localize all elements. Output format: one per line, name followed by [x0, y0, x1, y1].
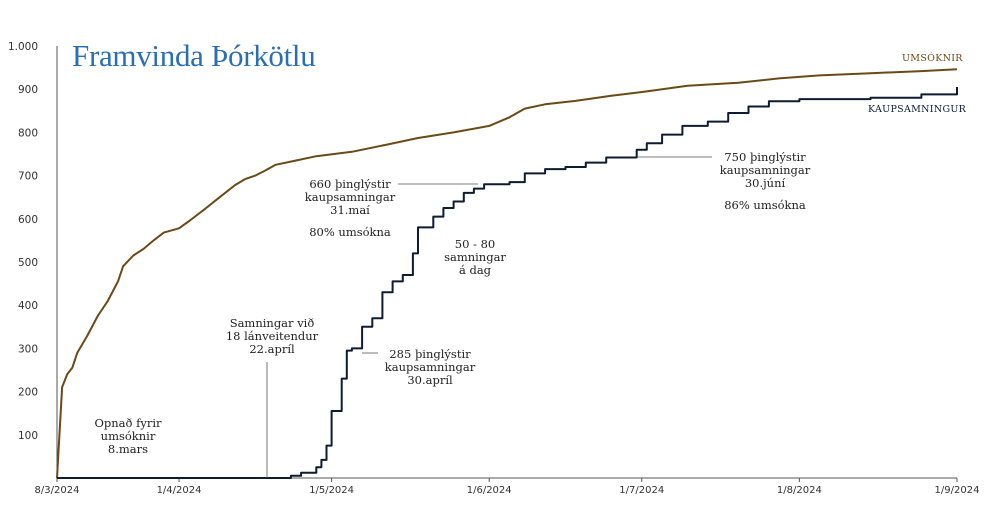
- annotation-lenders: Samningar við 18 lánveitendur 22.apríl: [222, 317, 322, 356]
- y-tick-label: 100: [18, 430, 38, 442]
- annotation-line: kaupsamningar: [384, 360, 476, 374]
- annotation-line: 50 - 80: [454, 237, 496, 251]
- annotation-line: Opnað fyrir: [94, 416, 162, 430]
- y-tick-label: 900: [18, 84, 38, 96]
- x-tick-label: 8/3/2024: [35, 485, 80, 496]
- annotation-line: 750 þinglýstir: [724, 150, 806, 164]
- x-tick-label: 1/8/2024: [777, 485, 822, 496]
- x-tick-label: 1/9/2024: [935, 485, 980, 496]
- annotation-line: 18 lánveitendur: [225, 329, 319, 343]
- annotation-line: umsóknir: [100, 429, 156, 443]
- annotation-line: 285 þinglýstir: [389, 347, 471, 361]
- x-tick-label: 1/5/2024: [309, 485, 354, 496]
- y-tick-label: 500: [18, 257, 38, 269]
- series-line-kaupsamningur: [57, 87, 958, 479]
- annotation-line: Samningar við: [229, 316, 315, 330]
- y-tick-label: 800: [18, 127, 38, 139]
- annotation-jun30: 750 þinglýstir kaupsamningar 30.júní 86%…: [715, 151, 815, 212]
- series-label-kaupsamningur: KAUPSAMNINGUR: [868, 104, 967, 115]
- annotation-line: 22.apríl: [249, 342, 295, 356]
- series-label-umsoknir: UMSÓKNIR: [902, 53, 963, 64]
- annotation-line: 31.maí: [330, 203, 370, 217]
- y-tick-label: 1.000: [8, 41, 38, 53]
- y-tick-label: 300: [18, 343, 38, 355]
- annotation-line: 80% umsókna: [309, 225, 391, 239]
- x-tick-label: 1/4/2024: [157, 485, 202, 496]
- annotation-perday: 50 - 80 samningar á dag: [430, 238, 520, 277]
- series-line-umsoknir: [56, 68, 958, 479]
- x-tick-label: 1/7/2024: [619, 485, 664, 496]
- chart-title: Framvinda Þórkötlu: [72, 38, 316, 73]
- annotation-line: 86% umsókna: [724, 198, 806, 212]
- annotation-may31: 660 þinglýstir kaupsamningar 31.maí 80% …: [300, 178, 400, 239]
- y-tick-label: 600: [18, 214, 38, 226]
- annotation-line: samningar: [444, 250, 506, 264]
- y-tick-label: 700: [18, 171, 38, 183]
- annotation-line: 660 þinglýstir: [309, 177, 391, 191]
- annotation-line: 8.mars: [107, 442, 149, 456]
- annotation-line: 30.júní: [744, 176, 786, 190]
- annotation-apr30: 285 þinglýstir kaupsamningar 30.apríl: [380, 348, 480, 387]
- x-tick-label: 1/6/2024: [467, 485, 512, 496]
- annotation-line: 30.apríl: [407, 373, 453, 387]
- y-tick-label: 400: [18, 300, 38, 312]
- annotation-line: á dag: [458, 263, 492, 277]
- y-tick-label: 200: [18, 387, 38, 399]
- annotation-line: kaupsamningar: [304, 190, 396, 204]
- annotation-line: kaupsamningar: [719, 163, 811, 177]
- annotation-open: Opnað fyrir umsóknir 8.mars: [88, 417, 168, 456]
